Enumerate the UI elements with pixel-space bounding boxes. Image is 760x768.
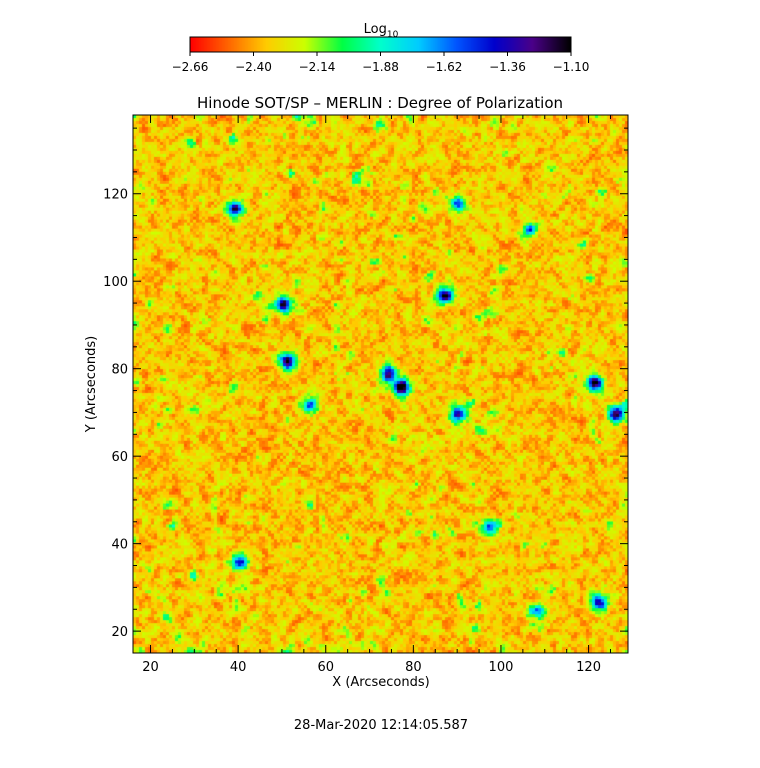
x-tick-label: 100 bbox=[489, 660, 514, 675]
colorbar-tick-label: −2.14 bbox=[299, 60, 336, 74]
timestamp: 28-Mar-2020 12:14:05.587 bbox=[294, 718, 468, 733]
y-tick-label: 100 bbox=[103, 275, 128, 290]
colorbar bbox=[190, 37, 571, 52]
colorbar-label: Log10 bbox=[364, 22, 399, 40]
y-tick-label: 60 bbox=[111, 450, 128, 465]
colorbar-tick-label: −2.40 bbox=[235, 60, 272, 74]
chart-title: Hinode SOT/SP – MERLIN : Degree of Polar… bbox=[197, 94, 563, 112]
y-axis: 20 40 60 80 100 120 bbox=[103, 127, 628, 654]
plot-frame bbox=[132, 114, 629, 654]
polarization-map bbox=[133, 115, 628, 653]
colorbar-tick-label: −1.88 bbox=[362, 60, 399, 74]
x-tick-label: 60 bbox=[317, 660, 334, 675]
y-tick-label: 40 bbox=[111, 538, 128, 553]
x-axis-label: X (Arcseconds) bbox=[332, 675, 429, 690]
x-tick-label: 20 bbox=[142, 660, 159, 675]
colorbar-label-subscript: 10 bbox=[387, 30, 399, 40]
x-tick-label: 80 bbox=[405, 660, 422, 675]
x-tick-label: 40 bbox=[230, 660, 247, 675]
x-tick-label: 120 bbox=[576, 660, 601, 675]
y-axis-label: Y (Arcseconds) bbox=[84, 336, 99, 433]
colorbar-ticks: −2.66 −2.40 −2.14 −1.88 −1.62 −1.36 −1.10 bbox=[172, 52, 590, 74]
y-tick-label: 20 bbox=[111, 625, 128, 640]
colorbar-tick-label: −1.62 bbox=[426, 60, 463, 74]
colorbar-tick-label: −1.10 bbox=[553, 60, 590, 74]
colorbar-tick-label: −2.66 bbox=[172, 60, 209, 74]
y-tick-label: 80 bbox=[111, 363, 128, 378]
y-tick-label: 120 bbox=[103, 188, 128, 203]
x-axis: 20 40 60 80 100 120 bbox=[142, 115, 611, 675]
colorbar-tick-label: −1.36 bbox=[489, 60, 526, 74]
